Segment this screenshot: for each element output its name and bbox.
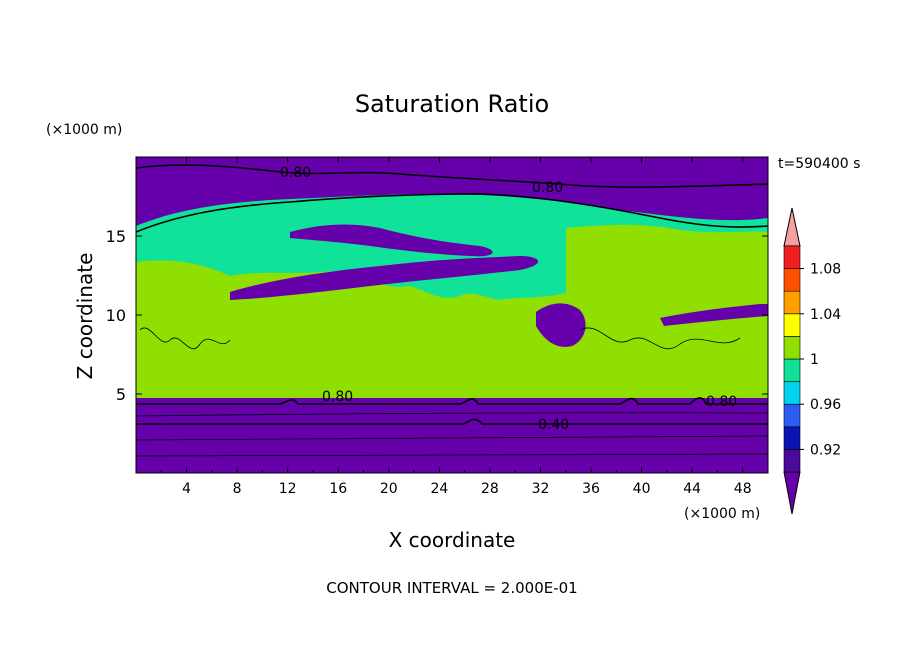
y-axis: 5 10 15 — [106, 227, 768, 404]
x-axis-label: X coordinate — [389, 528, 516, 552]
contour-upper-080 — [136, 193, 768, 233]
colorbar-segment — [783, 290, 801, 315]
x-tick-label: 48 — [734, 481, 752, 497]
x-tick-label: 32 — [532, 481, 550, 497]
colorbar-label: 0.96 — [810, 397, 841, 413]
colorbar-segment — [783, 268, 801, 292]
dry-intrusion-band-1 — [230, 256, 539, 300]
x-tick-label: 4 — [182, 481, 191, 497]
x-tick-label: 20 — [380, 481, 398, 497]
x-tick-label: 36 — [582, 481, 600, 497]
y-tick-label: 5 — [116, 385, 126, 404]
lower-dry-layer — [136, 398, 768, 473]
green-cloud-tower-mid — [300, 295, 496, 398]
upper-dry-layer — [136, 157, 768, 226]
colorbar-segment — [783, 336, 801, 360]
x-tick-label: 44 — [683, 481, 701, 497]
x-axis: 4 8 12 16 20 24 28 32 36 40 44 48 — [160, 157, 752, 497]
contour-040 — [136, 418, 768, 425]
contour-label: 0.80 — [322, 389, 353, 405]
contour-mid-2 — [579, 327, 741, 350]
colorbar-over-triangle — [783, 207, 801, 247]
y-tick-label: 15 — [106, 227, 126, 246]
contour-interval-note: CONTOUR INTERVAL = 2.000E-01 — [326, 579, 577, 597]
colorbar-label: 1.04 — [810, 307, 841, 323]
y-axis-label: Z coordinate — [73, 253, 97, 380]
colorbar-segment — [783, 426, 801, 450]
green-cloud-tower-left — [200, 322, 274, 398]
chart-title: Saturation Ratio — [355, 90, 549, 118]
colorbar-segment — [783, 313, 801, 337]
y-tick-label: 10 — [106, 306, 126, 325]
colorbar-label: 0.92 — [810, 442, 841, 458]
contour-label: 0.80 — [706, 394, 737, 410]
colorbar-label: 1 — [810, 352, 819, 368]
colorbar-segment — [783, 245, 801, 269]
contour-label: 0.80 — [280, 165, 311, 181]
dry-intrusion-band-3 — [660, 304, 768, 326]
plot-area — [136, 157, 768, 473]
colorbar-segment — [783, 403, 801, 428]
contour-cloudbase-080 — [136, 397, 768, 405]
colorbar-label: 1.08 — [810, 262, 841, 278]
colorbar: 0.92 0.96 1 1.04 1.08 — [783, 207, 841, 515]
x-tick-label: 28 — [481, 481, 499, 497]
dry-intrusion-band-2 — [290, 224, 493, 257]
x-tick-label: 24 — [430, 481, 448, 497]
x-unit-label: (×1000 m) — [684, 506, 760, 522]
contour-label: 0.80 — [532, 180, 563, 196]
contour-mid-1 — [139, 327, 231, 350]
colorbar-segment — [783, 358, 801, 382]
contour-low-3 — [136, 412, 768, 417]
time-label: t=590400 s — [778, 156, 860, 172]
contour-top-080 — [136, 164, 768, 188]
x-tick-label: 16 — [329, 481, 347, 497]
green-cloud-tower-right — [616, 343, 756, 398]
y-unit-label: (×1000 m) — [46, 122, 122, 138]
colorbar-segment — [783, 381, 801, 405]
contour-label: 0.40 — [538, 417, 569, 433]
x-tick-label: 12 — [279, 481, 297, 497]
x-tick-label: 40 — [633, 481, 651, 497]
contour-labels: 0.80 0.80 0.80 0.80 0.40 — [280, 165, 737, 433]
colorbar-segment — [783, 449, 801, 473]
dry-patch-mid-right — [536, 303, 586, 347]
x-tick-label: 8 — [233, 481, 242, 497]
colorbar-under-triangle — [783, 471, 801, 515]
